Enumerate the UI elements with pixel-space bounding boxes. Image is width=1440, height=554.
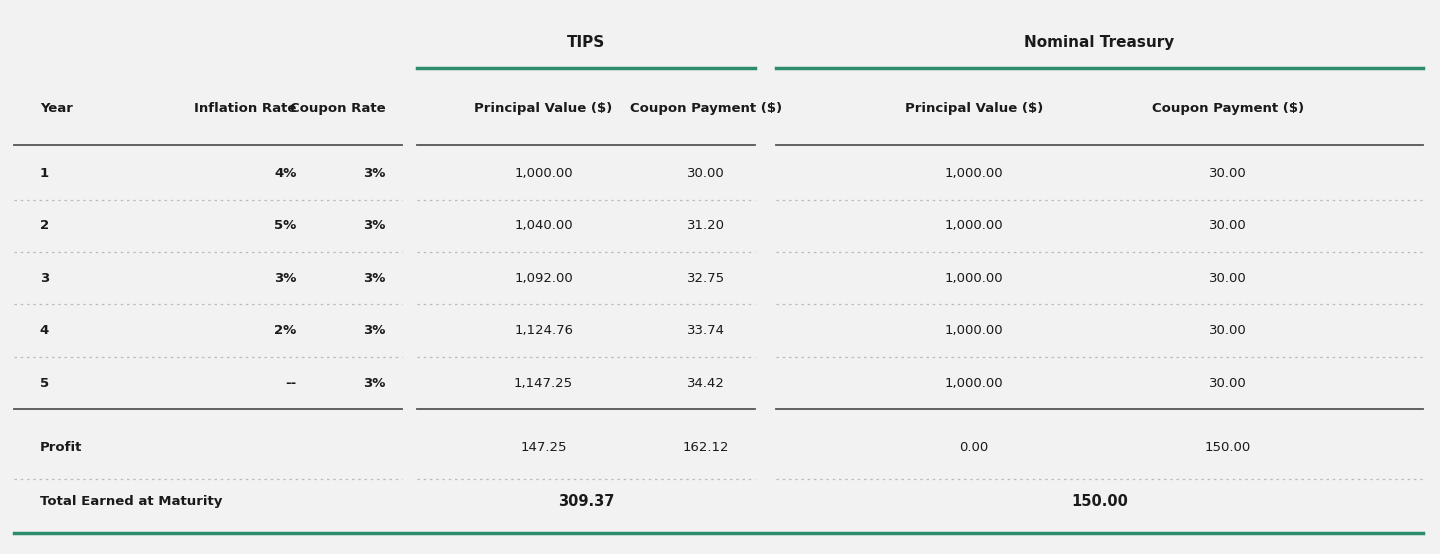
Text: 1,147.25: 1,147.25: [514, 377, 573, 389]
Text: 1,000.00: 1,000.00: [514, 167, 573, 180]
Text: 30.00: 30.00: [687, 167, 724, 180]
Text: 150.00: 150.00: [1071, 494, 1128, 509]
Text: 309.37: 309.37: [557, 494, 613, 509]
Text: 3: 3: [40, 271, 49, 285]
Text: Coupon Payment ($): Coupon Payment ($): [1152, 102, 1305, 115]
Text: 147.25: 147.25: [520, 441, 567, 454]
Text: Principal Value ($): Principal Value ($): [904, 102, 1043, 115]
Text: 5: 5: [40, 377, 49, 389]
Text: Coupon Payment ($): Coupon Payment ($): [629, 102, 782, 115]
Text: 1,000.00: 1,000.00: [945, 377, 1004, 389]
Text: 5%: 5%: [275, 219, 297, 232]
Text: 3%: 3%: [363, 219, 386, 232]
Text: 3%: 3%: [363, 271, 386, 285]
Text: 1,092.00: 1,092.00: [514, 271, 573, 285]
Text: 4: 4: [40, 324, 49, 337]
Text: 1,000.00: 1,000.00: [945, 271, 1004, 285]
Text: 30.00: 30.00: [1210, 219, 1247, 232]
Text: 3%: 3%: [363, 167, 386, 180]
Text: 1,000.00: 1,000.00: [945, 167, 1004, 180]
Text: 1,000.00: 1,000.00: [945, 219, 1004, 232]
Text: 0.00: 0.00: [959, 441, 989, 454]
Text: Nominal Treasury: Nominal Treasury: [1024, 34, 1175, 50]
Text: Year: Year: [40, 102, 72, 115]
Text: --: --: [285, 377, 297, 389]
Text: 30.00: 30.00: [1210, 324, 1247, 337]
Text: 3%: 3%: [274, 271, 297, 285]
Text: 4%: 4%: [274, 167, 297, 180]
Text: Coupon Rate: Coupon Rate: [289, 102, 386, 115]
Text: 3%: 3%: [363, 377, 386, 389]
Text: 32.75: 32.75: [687, 271, 724, 285]
Text: 1,040.00: 1,040.00: [514, 219, 573, 232]
Text: 1: 1: [40, 167, 49, 180]
Text: Inflation Rate: Inflation Rate: [194, 102, 297, 115]
Text: TIPS: TIPS: [567, 34, 605, 50]
Text: Principal Value ($): Principal Value ($): [474, 102, 613, 115]
Text: 162.12: 162.12: [683, 441, 729, 454]
Text: 30.00: 30.00: [1210, 271, 1247, 285]
Text: Total Earned at Maturity: Total Earned at Maturity: [40, 495, 222, 508]
Text: 31.20: 31.20: [687, 219, 724, 232]
Text: 1,000.00: 1,000.00: [945, 324, 1004, 337]
Text: Profit: Profit: [40, 441, 82, 454]
Text: 30.00: 30.00: [1210, 377, 1247, 389]
Text: 150.00: 150.00: [1205, 441, 1251, 454]
Text: 2: 2: [40, 219, 49, 232]
Text: 30.00: 30.00: [1210, 167, 1247, 180]
Text: 34.42: 34.42: [687, 377, 724, 389]
Text: 1,124.76: 1,124.76: [514, 324, 573, 337]
Text: 33.74: 33.74: [687, 324, 724, 337]
Text: 3%: 3%: [363, 324, 386, 337]
Text: 2%: 2%: [275, 324, 297, 337]
